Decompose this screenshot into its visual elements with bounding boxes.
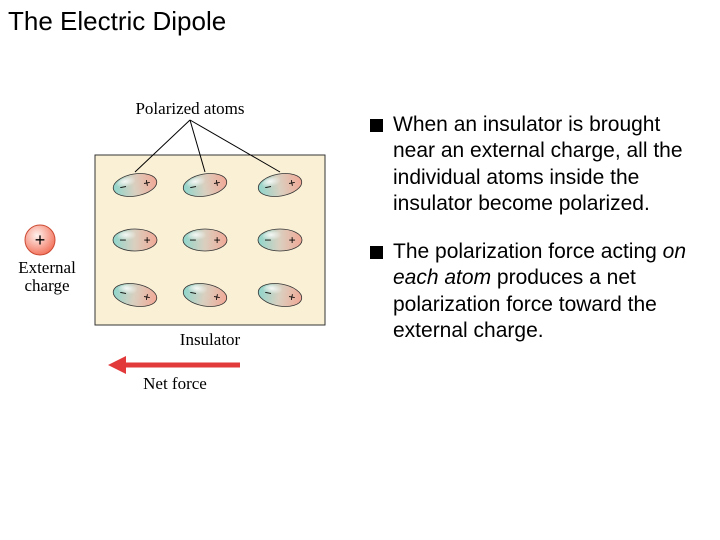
figure-svg: −+−+−+−+−+−+−+−+−++Polarized atomsExtern… — [10, 100, 350, 410]
svg-text:+: + — [289, 233, 296, 247]
svg-text:−: − — [119, 233, 126, 247]
svg-text:Polarized atoms: Polarized atoms — [135, 100, 244, 118]
svg-text:+: + — [214, 233, 221, 247]
svg-text:External: External — [18, 258, 76, 277]
svg-text:Insulator: Insulator — [180, 330, 241, 349]
slide: The Electric Dipole −+−+−+−+−+−+−+−+−++P… — [0, 0, 720, 540]
figure-dipole: −+−+−+−+−+−+−+−+−++Polarized atomsExtern… — [10, 100, 350, 410]
bullet-marker-icon — [370, 246, 383, 259]
bullet-item: When an insulator is brought near an ext… — [370, 112, 700, 217]
bullet-text: The polarization force acting on each at… — [393, 239, 700, 344]
bullet-text: When an insulator is brought near an ext… — [393, 112, 700, 217]
bullet-marker-icon — [370, 119, 383, 132]
svg-text:Net force: Net force — [143, 374, 207, 393]
bullet-item: The polarization force acting on each at… — [370, 239, 700, 344]
slide-title: The Electric Dipole — [8, 6, 226, 37]
svg-text:charge: charge — [25, 276, 70, 295]
bullet-text-before: The polarization force acting — [393, 240, 663, 263]
bullet-list: When an insulator is brought near an ext… — [370, 112, 700, 366]
svg-text:+: + — [35, 230, 46, 250]
svg-text:−: − — [189, 233, 196, 247]
svg-text:+: + — [144, 233, 151, 247]
svg-text:−: − — [264, 233, 271, 247]
